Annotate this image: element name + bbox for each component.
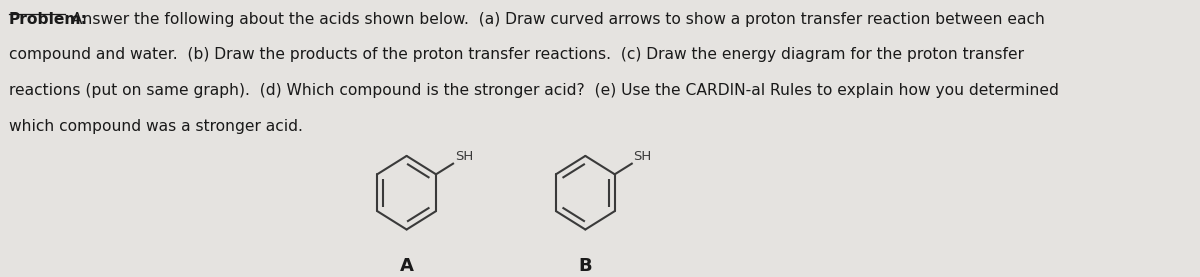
Text: Problem:: Problem: — [8, 12, 88, 27]
Text: compound and water.  (b) Draw the products of the proton transfer reactions.  (c: compound and water. (b) Draw the product… — [8, 47, 1024, 62]
Text: reactions (put on same graph).  (d) Which compound is the stronger acid?  (e) Us: reactions (put on same graph). (d) Which… — [8, 83, 1058, 98]
Text: B: B — [578, 257, 592, 275]
Text: A: A — [400, 257, 414, 275]
Text: Answer the following about the acids shown below.  (a) Draw curved arrows to sho: Answer the following about the acids sho… — [67, 12, 1045, 27]
Text: which compound was a stronger acid.: which compound was a stronger acid. — [8, 119, 302, 134]
Text: SH: SH — [634, 150, 652, 163]
Text: SH: SH — [455, 150, 473, 163]
